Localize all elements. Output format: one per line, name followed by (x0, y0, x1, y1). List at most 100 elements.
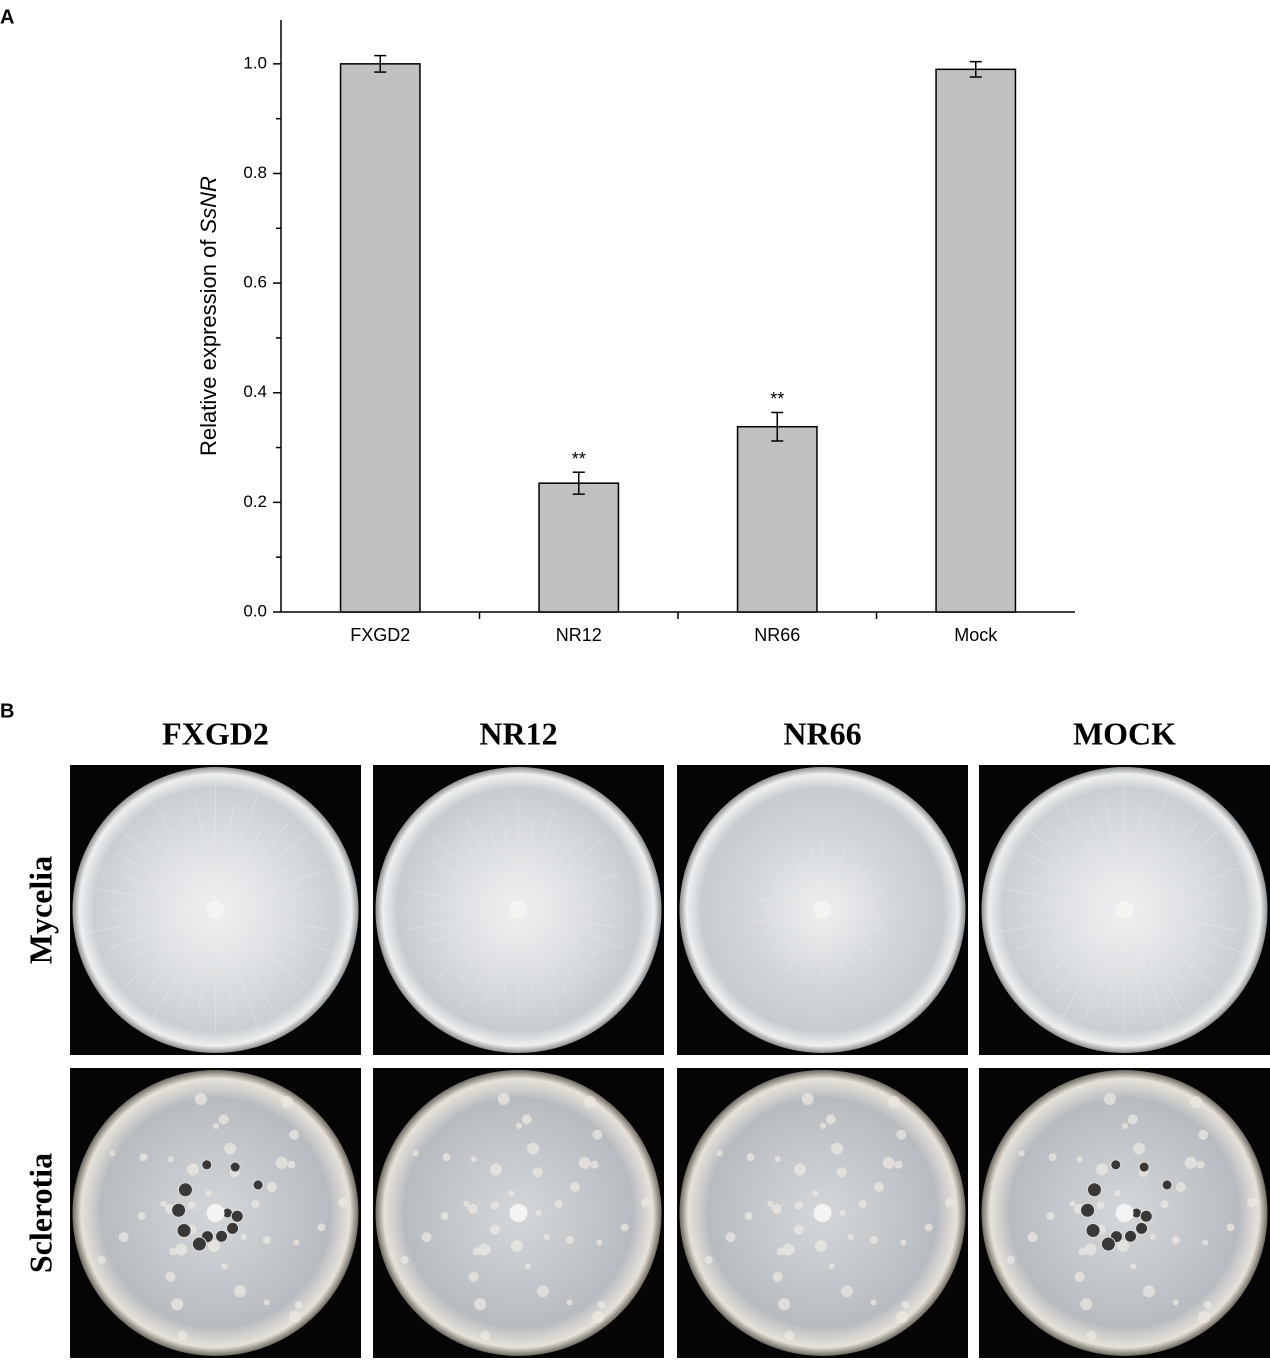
aerial-hypha (1196, 1160, 1205, 1169)
x-tick-label: NR66 (754, 625, 800, 645)
aerial-hypha (776, 1247, 785, 1256)
hypha (215, 909, 235, 1015)
aerial-hypha (177, 1330, 188, 1341)
aerial-hypha (293, 1239, 300, 1246)
aerial-hypha (716, 1150, 723, 1157)
aerial-hypha (281, 1096, 294, 1109)
sclerotium (230, 1209, 244, 1223)
aerial-hypha (1171, 1236, 1180, 1245)
hypha (518, 909, 616, 928)
aerial-hypha (1080, 1298, 1093, 1311)
aerial-hypha (924, 1223, 933, 1232)
hypha (822, 853, 833, 911)
plate-photo (373, 765, 664, 1055)
plate-photo (677, 765, 968, 1055)
aerial-hypha (194, 1092, 207, 1105)
row-label: Sclerotia (22, 1153, 58, 1273)
aerial-hypha (794, 1201, 803, 1210)
aerial-hypha (870, 1299, 877, 1306)
hypha (1124, 892, 1222, 911)
hypha (1062, 803, 1125, 911)
aerial-hypha (901, 1300, 910, 1309)
hypha (115, 852, 216, 911)
hypha (764, 909, 823, 932)
hypha (1124, 909, 1188, 986)
aerial-hypha (263, 1299, 270, 1306)
aerial-hypha (480, 1330, 491, 1341)
aerial-hypha (1116, 1239, 1129, 1252)
aerial-hypha (858, 1200, 867, 1209)
hypha (215, 825, 317, 911)
hypha (153, 803, 216, 911)
sclerotium (229, 1161, 241, 1173)
aerial-hypha (900, 1239, 907, 1246)
sclerotium (201, 1159, 213, 1171)
aerial-hypha (165, 1271, 176, 1282)
aerial-hypha (793, 1224, 804, 1235)
aerial-hypha (472, 1247, 481, 1256)
aerial-hypha (772, 1271, 783, 1282)
hypha (107, 909, 216, 950)
aerial-hypha (1202, 1239, 1209, 1246)
error-bar (374, 54, 387, 73)
inoculum-plug (1115, 901, 1134, 919)
hypha (518, 909, 569, 996)
hypha (1124, 909, 1217, 964)
aerial-hypha (1198, 1129, 1209, 1140)
hypha (459, 909, 519, 981)
hypha (1124, 909, 1238, 931)
bar (538, 482, 620, 613)
aerial-hypha (474, 1298, 487, 1311)
aerial-hypha (1084, 1243, 1097, 1256)
hypha (407, 909, 519, 930)
hypha (465, 818, 519, 911)
hypha (123, 876, 216, 911)
hypha (822, 909, 884, 922)
inoculum-plug (1115, 1204, 1134, 1222)
hypha (518, 909, 598, 956)
hypha (439, 880, 519, 911)
hypha (425, 909, 519, 945)
aerial-hypha (1143, 1285, 1156, 1298)
aerial-hypha (187, 1201, 196, 1210)
aerial-hypha (793, 1163, 806, 1176)
column-label: NR12 (479, 715, 557, 751)
hypha (518, 864, 598, 911)
aerial-hypha (262, 1236, 271, 1245)
aerial-hypha (839, 1210, 846, 1216)
sclerotium (191, 1236, 207, 1252)
inoculum-plug (206, 901, 225, 919)
aerial-hypha (1247, 1197, 1258, 1208)
plate-photo (979, 1068, 1270, 1358)
aerial-hypha (831, 1142, 844, 1155)
hypha (437, 909, 519, 979)
aerial-hypha (97, 1255, 106, 1264)
error-bar (969, 60, 982, 78)
photo-panel: FXGD2 NR12 NR66 MOCK Mycelia Sclerotia (22, 715, 1270, 1358)
column-label: FXGD2 (162, 715, 269, 751)
hypha (518, 909, 625, 949)
aerial-hypha (945, 1197, 956, 1208)
aerial-hypha (825, 1114, 836, 1125)
sclerotium (177, 1182, 193, 1198)
inoculum-plug (813, 1204, 832, 1222)
sclerotium (1135, 1221, 1149, 1235)
y-tick-label: 0.6 (243, 273, 267, 292)
plate-photo (70, 765, 361, 1055)
hypha (822, 847, 846, 911)
hypha (181, 817, 216, 911)
aerial-hypha (641, 1197, 652, 1208)
aerial-hypha (590, 1160, 599, 1169)
hypha (1023, 825, 1125, 911)
aerial-hypha (543, 1233, 550, 1240)
aerial-hypha (463, 1200, 470, 1207)
hypha (1124, 909, 1170, 1034)
x-tick-label: NR12 (556, 625, 602, 645)
aerial-hypha (1027, 1232, 1038, 1243)
aerial-hypha (1172, 1299, 1179, 1306)
error-bar (771, 411, 784, 442)
hypha (1124, 856, 1217, 911)
bar (935, 68, 1017, 613)
hypha (1039, 909, 1125, 960)
aerial-hypha (535, 1210, 542, 1216)
